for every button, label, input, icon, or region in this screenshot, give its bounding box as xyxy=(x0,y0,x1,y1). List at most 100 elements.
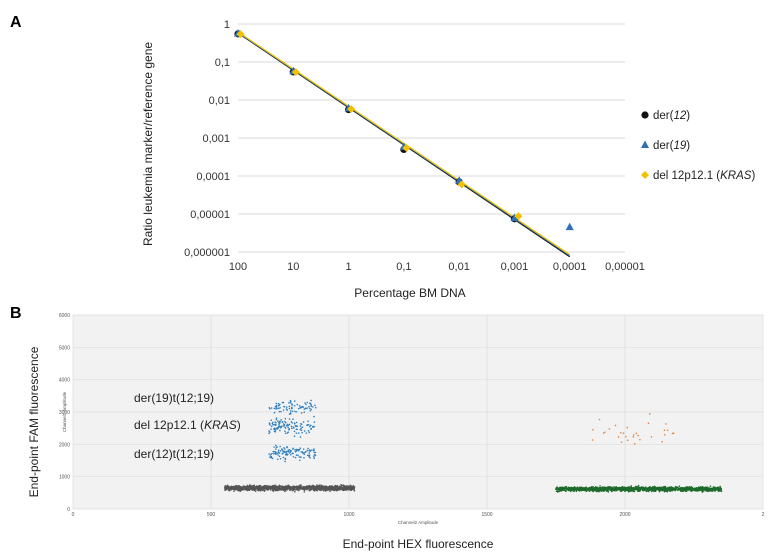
panel-b-droplet-cluster-5 xyxy=(608,428,611,430)
panel-b-droplet-cluster-0 xyxy=(294,488,297,491)
panel-a-y-axis-title: Ratio leukemia marker/reference gene xyxy=(141,42,155,246)
panel-b-droplet-cluster-1 xyxy=(677,487,679,489)
panel-b-droplet-cluster-1 xyxy=(693,487,695,490)
panel-b-droplet-cluster-0 xyxy=(282,487,285,490)
panel-b-droplet-cluster-1 xyxy=(698,487,700,490)
panel-b-droplet-cluster-2 xyxy=(303,452,305,454)
panel-b-droplet-cluster-0 xyxy=(256,485,258,487)
panel-b-droplet-cluster-1 xyxy=(697,486,700,489)
panel-b-droplet-cluster-2 xyxy=(284,458,287,461)
panel-b-x-axis-title: End-point HEX fluorescence xyxy=(343,537,494,551)
panel-b-droplet-cluster-1 xyxy=(621,486,623,489)
panel-b-droplet-cluster-2 xyxy=(308,452,311,454)
panel-b-droplet-cluster-4 xyxy=(309,402,311,404)
panel-b-droplet-cluster-0 xyxy=(230,488,233,490)
panel-b-droplet-cluster-1 xyxy=(635,485,637,488)
panel-b-droplet-cluster-1 xyxy=(678,485,681,488)
panel-b-droplet-cluster-2 xyxy=(308,454,311,456)
panel-b-droplet-cluster-0 xyxy=(289,489,291,492)
panel-b-droplet-cluster-0 xyxy=(232,485,234,488)
panel-b-ticks: 0 1000 2000 3000 4000 5000 6000 0 500 1000 1500 200… xyxy=(59,313,765,518)
panel-b-droplet-cluster-3 xyxy=(305,432,308,434)
panel-b-droplet-cluster-1 xyxy=(659,489,662,491)
panel-b-y-tick-label: 1000 xyxy=(59,475,70,481)
panel-b-droplet-cluster-2 xyxy=(281,452,284,455)
panel-b-droplet-cluster-3 xyxy=(279,429,281,432)
panel-b-droplet-cluster-2 xyxy=(303,453,306,456)
panel-b-droplet-cluster-3 xyxy=(278,422,281,424)
panel-b-droplet-cluster-3 xyxy=(270,425,273,428)
panel-b-droplet-cluster-0 xyxy=(268,487,270,490)
panel-b-droplet-cluster-5 xyxy=(672,432,675,434)
panel-b-droplet-cluster-2 xyxy=(302,448,305,451)
panel-b-droplet-cluster-2 xyxy=(297,449,300,452)
panel-b-droplet-cluster-1 xyxy=(674,485,677,488)
panel-b-droplet-cluster-1 xyxy=(558,486,561,489)
panel-b-droplet-cluster-2 xyxy=(294,456,297,459)
panel-b-droplet-cluster-2 xyxy=(275,451,277,453)
panel-b-droplet-cluster-1 xyxy=(646,490,648,492)
panel-b-droplet-cluster-4 xyxy=(270,407,273,409)
panel-b-droplet-cluster-2 xyxy=(313,448,315,450)
panel-b-droplet-cluster-2 xyxy=(285,450,288,453)
panel-b-droplet-cluster-2 xyxy=(277,454,279,456)
panel-b-droplet-cluster-2 xyxy=(268,453,270,455)
panel-b-droplet-cluster-1 xyxy=(683,489,686,492)
panel-b-droplet-cluster-1 xyxy=(638,486,640,489)
panel-b-droplet-cluster-0 xyxy=(269,487,272,490)
panel-b-droplet-cluster-1 xyxy=(650,490,653,493)
panel-b-droplet-cluster-1 xyxy=(656,488,658,490)
panel-b-droplet-cluster-5 xyxy=(635,432,638,435)
panel-b-droplet-cluster-0 xyxy=(316,488,319,490)
panel-b-droplet-cluster-3 xyxy=(301,426,304,429)
panel-b-droplet-cluster-3 xyxy=(307,430,310,432)
panel-b-droplet-cluster-0 xyxy=(308,488,311,491)
panel-b-droplet-cluster-0 xyxy=(352,485,355,488)
panel-b-droplet-cluster-1 xyxy=(637,484,640,487)
panel-b-droplet-cluster-0 xyxy=(293,486,296,489)
panel-b-droplet-cluster-3 xyxy=(299,436,302,438)
panel-b-droplet-cluster-0 xyxy=(248,488,251,490)
panel-b-droplet-cluster-1 xyxy=(635,488,638,490)
panel-b-y-tick-label: 6000 xyxy=(59,313,70,319)
panel-b-droplet-cluster-5 xyxy=(637,434,639,437)
panel-b-droplet-cluster-1 xyxy=(614,486,617,489)
panel-b-droplet-cluster-0 xyxy=(259,487,261,490)
panel-b-droplet-cluster-3 xyxy=(288,418,291,420)
panel-b-droplet-cluster-1 xyxy=(719,486,721,488)
panel-b-droplet-cluster-2 xyxy=(279,445,281,448)
panel-b-droplet-cluster-3 xyxy=(296,425,298,428)
panel-b-droplet-cluster-0 xyxy=(352,488,355,490)
panel-a-y-ticks: 1 0,1 0,01 0,001 0,0001 0,00001 0,000001 xyxy=(184,19,230,259)
panel-b-droplet-cluster-2 xyxy=(281,448,284,451)
panel-b-droplet-cluster-0 xyxy=(336,487,339,490)
panel-b-droplet-cluster-4 xyxy=(299,407,302,409)
panel-b-inner-x-label: Channel2 Amplitude xyxy=(398,520,439,525)
panel-b-droplet-cluster-1 xyxy=(564,486,566,488)
panel-b-droplet-cluster-1 xyxy=(565,486,568,488)
panel-b-droplet-cluster-1 xyxy=(699,487,701,490)
panel-b-droplet-cluster-4 xyxy=(283,405,286,408)
panel-b-droplet-cluster-4 xyxy=(295,410,298,413)
panel-b-droplet-cluster-5 xyxy=(626,439,629,442)
panel-b-droplet-cluster-1 xyxy=(681,487,684,490)
panel-b-droplet-cluster-0 xyxy=(320,484,322,486)
panel-b-droplet-cluster-1 xyxy=(625,487,627,489)
panel-b-droplet-cluster-2 xyxy=(286,453,289,456)
panel-b-droplet-cluster-1 xyxy=(681,488,683,491)
panel-b-droplet-cluster-2 xyxy=(311,449,313,451)
panel-b-droplet-cluster-1 xyxy=(712,486,715,488)
panel-b-droplet-cluster-1 xyxy=(642,486,644,489)
panel-b-droplet-cluster-3 xyxy=(268,430,270,432)
panel-b-droplet-cluster-0 xyxy=(341,488,344,490)
panel-b-droplet-cluster-4 xyxy=(303,411,306,413)
panel-b-droplet-cluster-1 xyxy=(645,487,647,490)
panel-b-droplet-cluster-1 xyxy=(646,488,649,490)
panel-b-droplet-cluster-1 xyxy=(605,490,608,492)
panel-b-droplet-cluster-3 xyxy=(306,424,308,427)
panel-b-droplet-cluster-0 xyxy=(244,487,247,489)
panel-b-droplet-cluster-3 xyxy=(301,431,303,434)
panel-b-droplet-cluster-0 xyxy=(294,490,296,493)
panel-b-droplet-cluster-0 xyxy=(263,489,266,492)
panel-b-droplet-cluster-4 xyxy=(288,405,291,408)
